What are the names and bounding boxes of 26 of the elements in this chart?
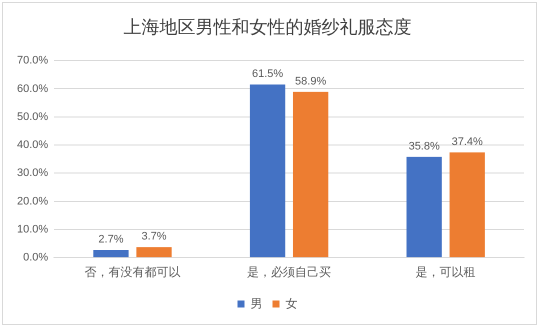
- y-tick-label: 20.0%: [16, 195, 48, 208]
- data-label: 37.4%: [452, 136, 484, 148]
- bar: [292, 92, 328, 258]
- y-tick-label: 50.0%: [16, 110, 48, 123]
- bar: [450, 152, 485, 258]
- y-tick-label: 30.0%: [16, 167, 48, 180]
- bar: [93, 250, 129, 258]
- y-tick-label: 10.0%: [16, 223, 48, 236]
- x-tick-label: 是，必须自己买: [247, 265, 332, 280]
- data-label: 35.8%: [408, 140, 440, 152]
- x-tick-label: 是，可以租: [416, 265, 476, 280]
- y-tick-label: 70.0%: [16, 54, 48, 67]
- data-label: 61.5%: [252, 68, 284, 80]
- x-tick-label: 否，有没有都可以: [84, 265, 180, 280]
- data-label: 58.9%: [295, 75, 326, 88]
- bar: [250, 84, 286, 258]
- y-tick-label: 0.0%: [23, 252, 48, 264]
- chart-title: 上海地区男性和女性的婚纱礼服态度: [124, 16, 412, 37]
- data-label: 2.7%: [98, 234, 124, 246]
- bar: [136, 247, 172, 258]
- legend-label: 男: [250, 296, 262, 310]
- y-tick-label: 40.0%: [16, 139, 48, 152]
- data-label: 3.7%: [141, 230, 167, 243]
- legend-label: 女: [286, 296, 298, 310]
- y-tick-label: 60.0%: [16, 82, 48, 95]
- bar: [406, 156, 442, 258]
